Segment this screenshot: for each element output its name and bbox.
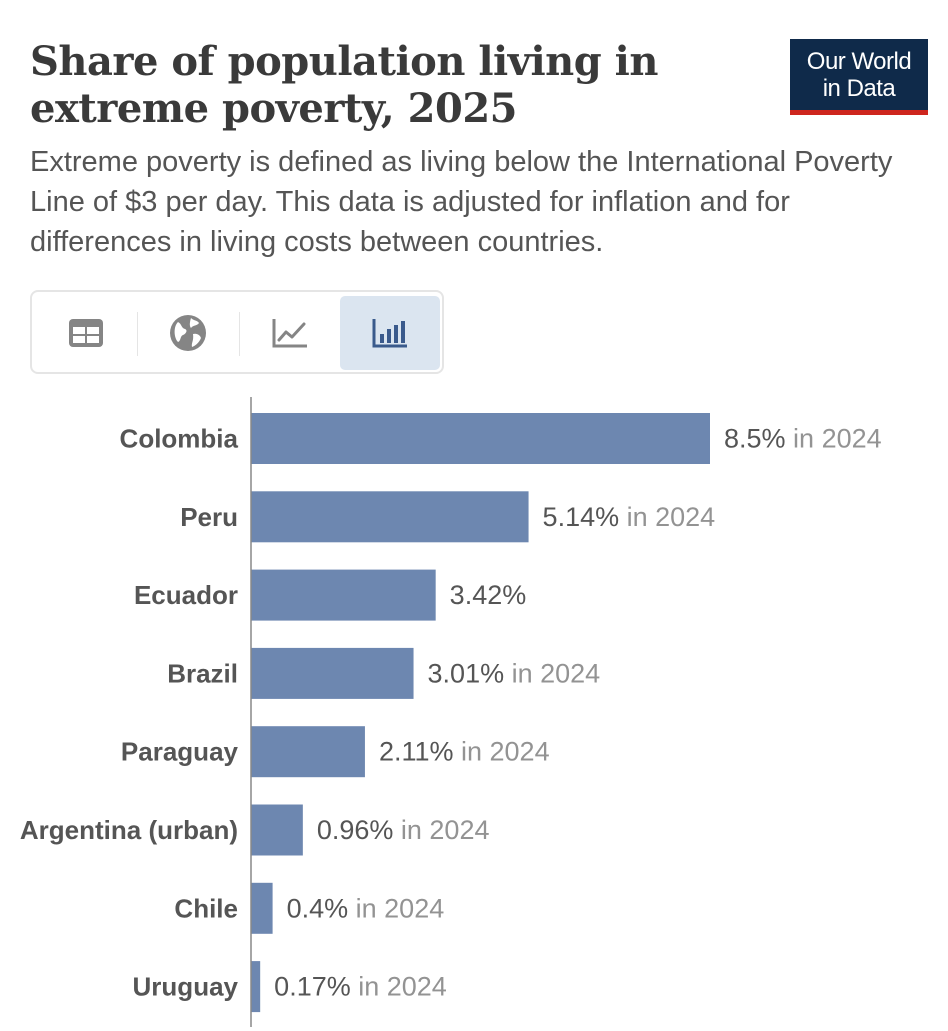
value-label: 3.42% bbox=[450, 580, 527, 610]
tab-table[interactable] bbox=[36, 296, 136, 370]
value-label: 0.4% in 2024 bbox=[287, 893, 445, 923]
category-label: Chile bbox=[174, 893, 238, 923]
bar[interactable] bbox=[251, 804, 303, 856]
bar[interactable] bbox=[251, 647, 414, 699]
value-label: 3.01% in 2024 bbox=[428, 658, 601, 688]
bar-chart-icon bbox=[372, 319, 407, 348]
value-label: 5.14% in 2024 bbox=[543, 502, 716, 532]
table-icon bbox=[69, 319, 103, 347]
chart-title: Share of population living in extreme po… bbox=[30, 38, 658, 132]
category-label: Colombia bbox=[120, 424, 239, 454]
bar[interactable] bbox=[251, 882, 273, 934]
tab-bar-chart[interactable] bbox=[340, 296, 440, 370]
category-label: Ecuador bbox=[134, 580, 238, 610]
bar-chart: Colombia 8.5% in 2024 Peru 5.14% in 2024 Ecu… bbox=[20, 397, 882, 1027]
tab-line-chart[interactable] bbox=[240, 296, 340, 370]
bar[interactable] bbox=[251, 961, 261, 1013]
bar[interactable] bbox=[251, 569, 436, 621]
category-label: Brazil bbox=[167, 658, 238, 688]
category-label: Paraguay bbox=[121, 737, 239, 767]
value-label: 0.17% in 2024 bbox=[274, 972, 447, 1002]
value-label: 2.11% in 2024 bbox=[379, 737, 550, 767]
tab-map[interactable] bbox=[138, 296, 238, 370]
bar[interactable] bbox=[251, 726, 365, 778]
chart-subtitle: Extreme poverty is defined as living bel… bbox=[30, 146, 893, 258]
value-label: 0.96% in 2024 bbox=[317, 815, 490, 845]
owid-logo[interactable]: Our World in Data bbox=[790, 39, 928, 115]
category-label: Argentina (urban) bbox=[20, 815, 238, 845]
logo-line-2: in Data bbox=[822, 75, 896, 102]
logo-line-1: Our World bbox=[806, 48, 912, 75]
bar[interactable] bbox=[251, 491, 529, 543]
chart-type-tabs bbox=[30, 290, 444, 374]
category-label: Uruguay bbox=[133, 972, 239, 1002]
line-chart-icon bbox=[272, 319, 307, 348]
value-label: 8.5% in 2024 bbox=[724, 424, 882, 454]
bar[interactable] bbox=[251, 413, 710, 464]
category-label: Peru bbox=[180, 502, 238, 532]
globe-icon bbox=[170, 315, 206, 351]
